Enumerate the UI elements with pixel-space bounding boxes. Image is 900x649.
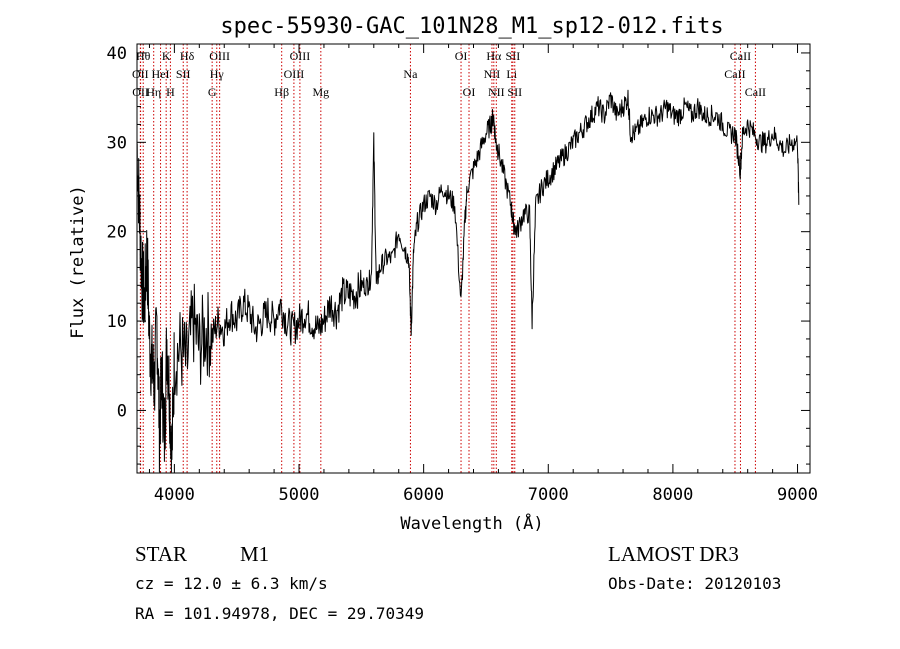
line-label-21: NII	[488, 85, 505, 99]
y-tick-label: 10	[107, 312, 127, 332]
line-label-24: SII	[507, 85, 522, 99]
line-label-27: CaII	[745, 85, 766, 99]
x-tick-label: 5000	[279, 485, 320, 505]
x-tick-label: 6000	[403, 485, 444, 505]
x-tick-label: 8000	[652, 485, 693, 505]
line-label-13: OIII	[284, 67, 305, 81]
line-label-1: OII	[132, 67, 149, 81]
line-label-9: G	[208, 85, 217, 99]
y-tick-label: 40	[107, 44, 127, 64]
line-label-15: Mg	[312, 85, 329, 99]
line-label-20: Hα	[486, 49, 502, 63]
spectrum-line	[136, 89, 800, 473]
line-label-19: NII	[484, 67, 501, 81]
line-label-22: Li	[506, 67, 517, 81]
line-label-10: Hγ	[210, 67, 225, 81]
y-tick-label: 0	[117, 401, 127, 421]
line-label-5: K	[162, 49, 171, 63]
object-class: STAR	[135, 542, 187, 566]
line-label-25: CaII	[724, 67, 745, 81]
y-axis-label: Flux (relative)	[68, 185, 88, 339]
line-label-3: Hη	[146, 85, 161, 99]
y-tick-label: 30	[107, 133, 127, 153]
observation-date: Obs-Date: 20120103	[608, 574, 781, 593]
line-label-18: OI	[463, 85, 476, 99]
line-label-23: SII	[506, 49, 521, 63]
line-label-8: Hδ	[180, 49, 195, 63]
line-label-7: SII	[176, 67, 191, 81]
line-label-2: OII	[132, 85, 149, 99]
line-label-14: OIII	[290, 49, 311, 63]
line-label-6: H	[166, 85, 175, 99]
x-axis-label: Wavelength (Å)	[400, 512, 543, 534]
chart-title: spec-55930-GAC_101N28_M1_sp12-012.fits	[220, 14, 723, 39]
spectrum-series	[136, 89, 800, 473]
x-tick-label: 4000	[154, 485, 195, 505]
line-label-26: CaII	[730, 49, 751, 63]
line-label-17: OI	[455, 49, 468, 63]
x-tick-label: 7000	[528, 485, 569, 505]
axis-ticks: 4000 5000 6000 7000 8000 9000 0 10 20 30 40	[107, 44, 818, 505]
line-label-0: Hθ	[136, 49, 151, 63]
survey-name: LAMOST DR3	[608, 542, 739, 566]
line-label-4: HeI	[152, 67, 170, 81]
line-label-11: OIII	[209, 49, 230, 63]
line-label-12: Hβ	[274, 85, 289, 99]
plot-frame	[136, 43, 811, 474]
y-tick-label: 20	[107, 223, 127, 243]
sky-coordinates: RA = 101.94978, DEC = 29.70349	[135, 604, 424, 623]
x-tick-label: 9000	[777, 485, 818, 505]
redshift-velocity: cz = 12.0 ± 6.3 km/s	[135, 574, 328, 593]
line-label-16: Na	[403, 67, 418, 81]
object-subclass: M1	[240, 542, 269, 566]
